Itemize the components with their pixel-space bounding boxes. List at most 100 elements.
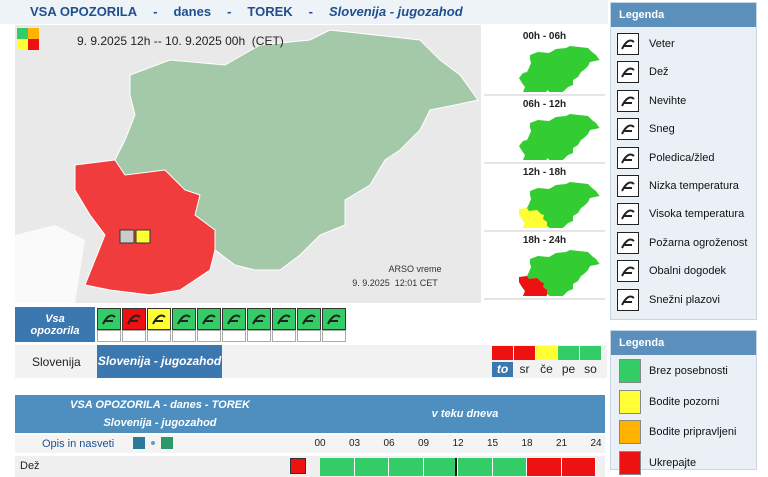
hour-label: 15 bbox=[486, 438, 499, 449]
warning-slot bbox=[247, 330, 271, 342]
legend-label: Ukrepajte bbox=[649, 456, 697, 469]
header-part: - bbox=[308, 4, 314, 19]
timeline-cell bbox=[320, 458, 355, 476]
timeline-cell bbox=[389, 458, 424, 476]
day-level[interactable] bbox=[580, 346, 601, 360]
table-title: VSA OPOZORILA - danes - TOREK bbox=[70, 399, 250, 411]
warning-slot bbox=[222, 330, 246, 342]
dot bbox=[151, 441, 155, 445]
header-part: - bbox=[227, 4, 232, 19]
collapse-button[interactable] bbox=[133, 437, 145, 449]
thumb-map bbox=[519, 46, 600, 99]
header-part: TOREK bbox=[247, 4, 293, 19]
notes[interactable]: Opis in nasveti bbox=[42, 438, 115, 450]
timeline-cell bbox=[354, 458, 389, 476]
legend-label: Brez posebnosti bbox=[649, 365, 728, 377]
legend-types: Legenda Veter Dež Nevihte Sneg Poledica/žled… bbox=[610, 2, 757, 320]
hour-label: 09 bbox=[417, 438, 430, 449]
timeline-cell bbox=[527, 458, 562, 476]
warning-slot bbox=[297, 330, 321, 342]
legend-label: Veter bbox=[649, 38, 675, 50]
period-thumbnail[interactable]: 18h - 24h bbox=[484, 232, 605, 303]
legend-icon bbox=[617, 203, 639, 226]
legend-icon bbox=[617, 175, 639, 197]
region-selected[interactable]: Slovenija - jugozahod bbox=[97, 345, 222, 378]
legend-icon bbox=[617, 231, 639, 254]
period-label: 18h - 24h bbox=[522, 235, 567, 246]
hour-label: 00 bbox=[314, 438, 326, 449]
warning-icon[interactable] bbox=[172, 308, 196, 330]
legend-label: Snežni plazovi bbox=[649, 293, 720, 306]
header-part: danes bbox=[173, 4, 212, 19]
legend-label: Požarna ogroženost bbox=[649, 236, 748, 249]
day-label[interactable]: pe bbox=[561, 362, 576, 376]
day-label[interactable]: če bbox=[540, 362, 553, 376]
legend-icon bbox=[617, 33, 639, 55]
warning-icon[interactable] bbox=[147, 308, 171, 330]
all-warnings[interactable]: Vsa opozorila bbox=[15, 307, 95, 342]
period-thumbnail[interactable]: 12h - 18h bbox=[484, 164, 605, 235]
warning-icon[interactable] bbox=[272, 308, 296, 330]
period-thumbnail[interactable]: 00h - 06h bbox=[484, 28, 605, 99]
legend-levels: Legenda Brez posebnosti Bodite pozorni Bod… bbox=[610, 330, 757, 475]
day-level[interactable] bbox=[492, 346, 513, 360]
thumb-map bbox=[519, 182, 600, 235]
legend-icon bbox=[617, 146, 639, 169]
thumb-map bbox=[519, 114, 600, 167]
period-thumbnail[interactable]: 06h - 12h bbox=[484, 96, 605, 167]
row-icon[interactable] bbox=[290, 458, 306, 474]
warning-slot bbox=[172, 330, 196, 342]
legend-swatch bbox=[619, 389, 641, 414]
warning-icon[interactable] bbox=[197, 308, 221, 330]
legend-label: Obalni dogodek bbox=[649, 265, 727, 278]
table-header bbox=[15, 395, 605, 433]
timeline-cell bbox=[561, 458, 596, 476]
warning-slot bbox=[197, 330, 221, 342]
legend-icon bbox=[617, 260, 639, 283]
legend-swatch bbox=[619, 420, 641, 444]
legend-label: Visoka temperatura bbox=[649, 208, 745, 221]
day-label[interactable]: sr bbox=[519, 362, 530, 376]
warning-icon[interactable] bbox=[97, 308, 121, 330]
warning-slot bbox=[122, 330, 146, 342]
warning-icon[interactable] bbox=[247, 308, 271, 330]
hour-label: 12 bbox=[452, 438, 464, 449]
warning-slot bbox=[272, 330, 296, 342]
expand-button[interactable] bbox=[161, 437, 173, 449]
header-part: Slovenija - jugozahod bbox=[329, 4, 463, 19]
legend-swatch bbox=[619, 359, 641, 383]
map-period: 9. 9.2025 12h -- 10. 9.2025 00h (CET) bbox=[77, 34, 284, 48]
warning-slot bbox=[322, 330, 346, 342]
warning-icon[interactable] bbox=[222, 308, 246, 330]
legend-label: Poledica/žled bbox=[649, 151, 715, 164]
warning-slot bbox=[97, 330, 121, 342]
hour-label: 18 bbox=[521, 438, 533, 449]
legend-label: Dež bbox=[649, 66, 669, 79]
legend-title: Legenda bbox=[611, 331, 756, 355]
day-label[interactable]: to bbox=[492, 362, 513, 377]
timeline-cell bbox=[492, 458, 527, 476]
row-label: Dež bbox=[20, 460, 40, 472]
warning-icon[interactable] bbox=[122, 308, 146, 330]
legend-label: Bodite pozorni bbox=[649, 395, 720, 408]
header: VSA OPOZORILA - danes - TOREK - Slovenija - ju… bbox=[0, 0, 608, 24]
day-label[interactable]: so bbox=[584, 362, 597, 376]
warning-icon[interactable] bbox=[322, 308, 346, 330]
header-part: VSA OPOZORILA bbox=[30, 4, 138, 19]
map: 9. 9.2025 12h -- 10. 9.2025 00h (CET) AR… bbox=[15, 25, 481, 303]
legend-label: Nizka temperatura bbox=[649, 180, 739, 192]
region[interactable]: Slovenija bbox=[32, 355, 81, 369]
period-label: 06h - 12h bbox=[522, 99, 567, 110]
legend-swatch bbox=[619, 450, 641, 475]
day-level[interactable] bbox=[536, 346, 557, 360]
period-label: 12h - 18h bbox=[522, 167, 567, 178]
legend-icon bbox=[617, 61, 639, 84]
hour-label: 21 bbox=[555, 438, 568, 449]
day-level[interactable] bbox=[558, 346, 579, 360]
warning-icon[interactable] bbox=[297, 308, 321, 330]
day-level[interactable] bbox=[514, 346, 535, 360]
timeline-cell bbox=[458, 458, 493, 476]
hour-label: 24 bbox=[590, 438, 602, 449]
legend-label: Bodite pripravljeni bbox=[649, 426, 737, 438]
